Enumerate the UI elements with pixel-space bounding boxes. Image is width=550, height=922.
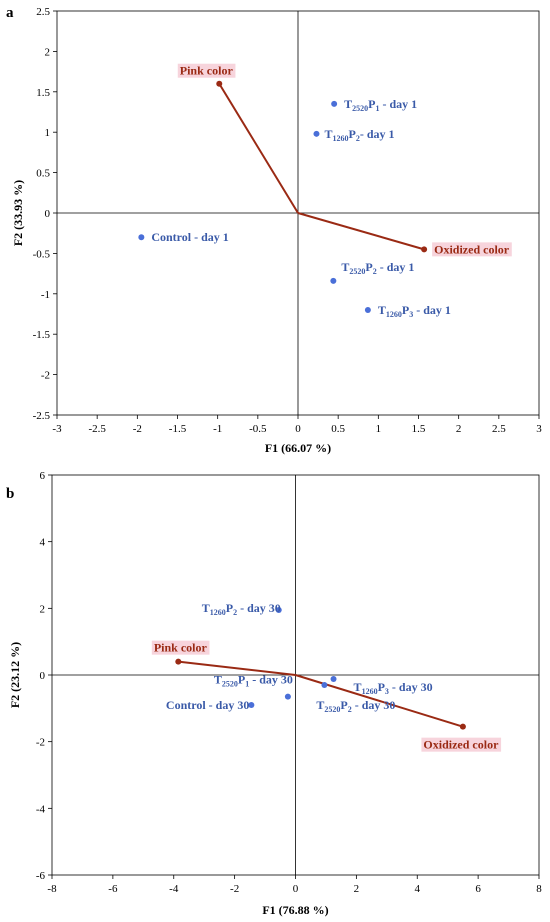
variable-vector bbox=[178, 660, 296, 676]
panel-letter: b bbox=[6, 486, 14, 502]
x-tick-label: -2.5 bbox=[88, 423, 106, 435]
observation-point bbox=[284, 693, 291, 700]
y-tick-label: 0.5 bbox=[36, 168, 50, 180]
observation-label: T2520P2 - day 1 bbox=[341, 260, 414, 276]
variable-label: Pink color bbox=[154, 641, 208, 655]
y-tick-label: -2 bbox=[41, 370, 50, 382]
y-tick-label: -1.5 bbox=[33, 329, 51, 341]
y-tick-label: 2 bbox=[40, 603, 46, 615]
y-tick-label: -2 bbox=[36, 737, 45, 749]
observation-label: T2520P1 - day 1 bbox=[344, 97, 417, 113]
x-axis-title: F1 (76.88 %) bbox=[262, 903, 328, 917]
variable-point bbox=[216, 80, 223, 87]
observation-label: T1260P2- day 1 bbox=[324, 127, 394, 143]
y-tick-label: 6 bbox=[40, 470, 46, 482]
observation-point bbox=[364, 306, 371, 313]
x-tick-label: -6 bbox=[108, 883, 118, 895]
x-tick-label: -1 bbox=[213, 423, 222, 435]
variable-label-group: Pink color bbox=[177, 63, 236, 78]
x-tick-label: 0 bbox=[293, 883, 299, 895]
x-tick-label: 1 bbox=[376, 423, 382, 435]
x-tick-label: 2 bbox=[354, 883, 360, 895]
x-tick-label: -4 bbox=[169, 883, 179, 895]
x-tick-label: 6 bbox=[475, 883, 481, 895]
variable-label-group: Oxidized color bbox=[432, 242, 512, 257]
y-tick-label: -0.5 bbox=[33, 248, 51, 260]
observation-point bbox=[330, 676, 337, 682]
panel-letter: a bbox=[6, 5, 14, 21]
variable-label-highlight bbox=[421, 737, 502, 752]
y-axis-title: F2 (23.12 %) bbox=[8, 642, 22, 708]
y-tick-label: -6 bbox=[36, 870, 46, 882]
x-tick-label: 0 bbox=[295, 423, 301, 435]
x-tick-label: -2 bbox=[133, 423, 142, 435]
variable-vector bbox=[218, 83, 299, 214]
variable-label-group: Pink color bbox=[151, 640, 210, 655]
x-tick-label: 2.5 bbox=[492, 423, 506, 435]
variable-label-group: Oxidized color bbox=[421, 737, 502, 752]
y-tick-label: 4 bbox=[40, 537, 46, 549]
x-tick-label: -3 bbox=[52, 423, 62, 435]
variable-label: Oxidized color bbox=[423, 738, 499, 752]
x-tick-label: -8 bbox=[47, 883, 57, 895]
observation-point bbox=[138, 234, 145, 241]
variable-point bbox=[459, 723, 466, 730]
variable-label: Oxidized color bbox=[434, 242, 510, 256]
y-tick-label: -4 bbox=[36, 803, 46, 815]
y-tick-label: 0 bbox=[45, 208, 51, 220]
x-tick-label: 1.5 bbox=[412, 423, 426, 435]
x-tick-label: 2 bbox=[456, 423, 462, 435]
biplot-a: a-3 -2.5 -2 -1.5 -1 -0.5 0 0.5 1 1.5 2 2.5 3-2.5-2-1… bbox=[6, 5, 542, 455]
x-tick-label: 4 bbox=[415, 883, 421, 895]
x-axis-title: F1 (66.07 %) bbox=[265, 441, 331, 455]
y-tick-label: 0 bbox=[40, 670, 46, 682]
observation-label: T1260P3 - day 1 bbox=[378, 303, 451, 319]
variable-label-highlight bbox=[432, 242, 512, 257]
y-tick-label: 1 bbox=[45, 127, 51, 139]
observation-point bbox=[275, 607, 282, 613]
x-tick-label: -2 bbox=[230, 883, 239, 895]
y-tick-label: 2.5 bbox=[36, 6, 50, 18]
observation-point bbox=[313, 130, 320, 137]
observation-label: T2520P1 - day 30 bbox=[214, 673, 293, 689]
variable-label: Pink color bbox=[180, 64, 234, 78]
variable-vector bbox=[297, 212, 425, 251]
variable-point bbox=[421, 246, 428, 253]
y-tick-label: -2.5 bbox=[33, 410, 51, 422]
y-tick-label: 2 bbox=[45, 46, 51, 58]
variable-label-highlight bbox=[177, 63, 236, 78]
y-tick-label: -1 bbox=[41, 289, 50, 301]
x-tick-label: -0.5 bbox=[249, 423, 267, 435]
x-tick-label: 8 bbox=[536, 883, 542, 895]
y-axis-title: F2 (33.93 %) bbox=[11, 180, 25, 246]
observation-label: Control - day 1 bbox=[151, 230, 228, 244]
observation-point bbox=[248, 702, 255, 708]
observation-label: T1260P3 - day 30 bbox=[354, 680, 433, 696]
observation-point bbox=[321, 682, 328, 688]
x-tick-label: -1.5 bbox=[169, 423, 187, 435]
variable-point bbox=[175, 658, 182, 665]
observation-label: Control - day 30 bbox=[166, 698, 249, 712]
observation-label: T2520P2 - day 30 bbox=[316, 698, 395, 714]
observation-point bbox=[330, 277, 337, 284]
x-tick-label: 3 bbox=[536, 423, 542, 435]
observation-label: T1260P2 - day 30 bbox=[202, 601, 281, 617]
y-tick-label: 1.5 bbox=[36, 87, 50, 99]
observation-point bbox=[331, 100, 338, 107]
variable-label-highlight bbox=[151, 640, 210, 655]
x-tick-label: 0.5 bbox=[331, 423, 345, 435]
